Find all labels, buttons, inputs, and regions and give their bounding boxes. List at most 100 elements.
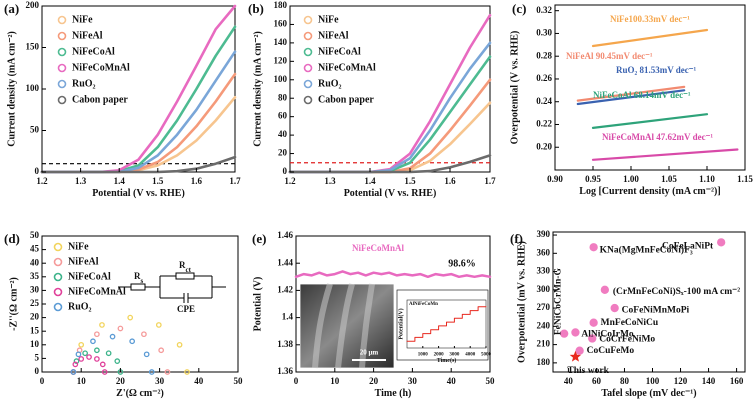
circuit-label-main: R xyxy=(179,260,186,270)
panel-label: (b) xyxy=(248,1,264,16)
data-line xyxy=(288,55,492,174)
x-tick-label: 3000 xyxy=(449,353,460,358)
y-tick-label: 0.28 xyxy=(536,50,552,60)
x-tick-label: 40 xyxy=(194,376,204,386)
y-tick-label: 180 xyxy=(274,0,288,10)
legend-marker xyxy=(53,302,63,312)
point-label: CoCuFeMo xyxy=(587,346,635,356)
circuit-label: CPE xyxy=(177,304,195,314)
x-tick-label: 1.15 xyxy=(737,174,753,184)
x-tick-label: 1.4 xyxy=(364,176,376,186)
x-tick-label: 1.3 xyxy=(75,176,87,186)
legend-label: NiFeCoAl xyxy=(72,46,115,57)
series-label: RuO₂ 81.53mV dec⁻¹ xyxy=(616,65,697,75)
y-tick-label: 360 xyxy=(537,247,551,257)
data-point xyxy=(78,341,85,348)
point-label: KNa(MgMnFeCoNi)F₃ xyxy=(600,244,693,255)
point-label: CoFeLaNiPt xyxy=(662,242,714,252)
legend-label: RuO₂ xyxy=(318,78,342,89)
y-tick-label: 40 xyxy=(30,257,40,267)
x-tick-label: 20 xyxy=(369,376,379,386)
data-point xyxy=(184,369,190,375)
data-point xyxy=(94,347,100,354)
y-tick-label: 1.46 xyxy=(277,230,293,240)
scale-bar-label: 20 μm xyxy=(360,349,379,357)
x-tick-label: 80 xyxy=(620,376,630,386)
legend-label: NiFeCoMnAl xyxy=(72,62,130,73)
x-tick-label: 100 xyxy=(646,376,660,386)
data-line xyxy=(288,154,492,174)
data-point xyxy=(588,334,597,343)
x-tick-label: 1.3 xyxy=(324,176,336,186)
legend-label: Cabon paper xyxy=(318,94,374,105)
legend-marker xyxy=(53,242,63,252)
y-tick-label: 150 xyxy=(26,42,40,52)
plot-frame xyxy=(41,5,236,173)
y-tick-label: 60 xyxy=(278,111,288,121)
y-axis-title: Potential(V) xyxy=(397,308,404,339)
x-axis-title: Tafel slope (mV dec⁻¹) xyxy=(601,388,696,399)
x-tick-label: 1.10 xyxy=(699,174,715,184)
cpe-element xyxy=(183,293,189,303)
y-tick-label: 50 xyxy=(30,125,40,135)
data-line xyxy=(294,270,492,279)
data-point xyxy=(78,356,85,362)
data-point xyxy=(75,351,82,358)
y-tick-label: 0 xyxy=(35,166,40,176)
y-tick-label: 0.32 xyxy=(536,5,552,15)
data-point xyxy=(610,303,619,313)
y-axis-title: -Z''(Ω cm⁻²) xyxy=(8,277,19,331)
data-point xyxy=(101,369,108,375)
y-tick-label: 200 xyxy=(26,0,40,10)
legend-label: NiFeCoMnAl xyxy=(318,62,376,73)
data-line xyxy=(576,89,686,106)
x-tick-label: 40 xyxy=(564,376,574,386)
plot-frame xyxy=(406,299,487,349)
legend-label: NiFe xyxy=(68,241,89,252)
data-line xyxy=(406,306,487,342)
x-tick-label: 1.05 xyxy=(661,174,677,184)
data-point xyxy=(72,361,79,368)
data-point xyxy=(589,318,598,327)
x-tick-label: 120 xyxy=(674,376,688,386)
x-tick-label: 0.95 xyxy=(585,174,601,184)
y-tick-label: 30 xyxy=(30,284,40,294)
sem-image: 20 μm xyxy=(299,283,395,369)
legend-label: Cabon paper xyxy=(72,94,128,105)
panel-label: (e) xyxy=(252,231,266,246)
x-tick-label: 2000 xyxy=(434,353,445,358)
series-label: NiFeCoMnAl xyxy=(352,243,404,253)
data-point xyxy=(600,285,610,294)
point-label: (CrMnFeCoNi)Sₓ-100 mA cm⁻² xyxy=(613,286,740,297)
resistor-rct xyxy=(175,272,195,280)
data-point xyxy=(127,314,134,321)
y-tick-label: 0 xyxy=(283,166,288,176)
circuit-label-sub: ct xyxy=(186,266,192,274)
data-point xyxy=(141,331,147,338)
y-tick-label: 35 xyxy=(30,271,40,281)
x-tick-label: 1.5 xyxy=(152,176,164,186)
y-tick-label: 160 xyxy=(274,19,288,29)
data-point xyxy=(589,243,598,252)
circuit-label-sub: s xyxy=(141,277,144,285)
legend-marker xyxy=(303,31,313,41)
data-point xyxy=(148,369,155,375)
x-tick-label: 1.7 xyxy=(484,176,496,186)
series-label: NiFeCoMnAl 47.62mV dec⁻¹ xyxy=(602,132,713,142)
legend-marker xyxy=(303,15,313,25)
point-label: CoFeNiMnMoPi xyxy=(622,305,690,315)
y-tick-label: 120 xyxy=(274,55,288,65)
data-line xyxy=(591,148,739,161)
y-tick-label: 20 xyxy=(30,312,40,322)
x-tick-label: 20 xyxy=(116,376,126,386)
legend-marker xyxy=(303,63,313,73)
y-tick-label: 390 xyxy=(537,229,551,239)
y-tick-label: 0.30 xyxy=(536,28,552,38)
y-tick-label: 0.22 xyxy=(536,119,552,129)
panel-label: (c) xyxy=(512,1,526,16)
data-point xyxy=(569,350,582,362)
legend-marker xyxy=(57,47,67,57)
data-point xyxy=(143,351,150,358)
data-point xyxy=(109,333,116,340)
